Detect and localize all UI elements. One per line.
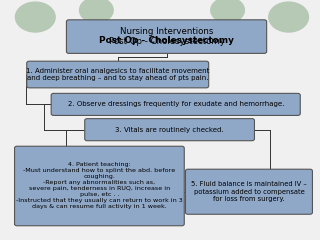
FancyBboxPatch shape (51, 93, 300, 115)
FancyBboxPatch shape (14, 146, 184, 226)
Text: 3. Vitals are routinely checked.: 3. Vitals are routinely checked. (115, 127, 224, 133)
FancyBboxPatch shape (27, 61, 209, 88)
FancyBboxPatch shape (186, 169, 312, 214)
Circle shape (15, 2, 55, 32)
Text: Nursing Interventions
Post Op - Cholesystectomy: Nursing Interventions Post Op - Cholesys… (108, 27, 225, 47)
Text: 2. Observe dressings frequently for exudate and hemorrhage.: 2. Observe dressings frequently for exud… (68, 101, 284, 107)
Circle shape (211, 0, 244, 23)
Text: 1. Administer oral analgesics to facilitate movement
and deep breathing – and to: 1. Administer oral analgesics to facilit… (26, 68, 209, 81)
Text: 4. Patient teaching:
-Must understand how to splint the abd. before
coughing.
-R: 4. Patient teaching: -Must understand ho… (16, 162, 183, 210)
FancyBboxPatch shape (85, 119, 254, 141)
FancyBboxPatch shape (67, 20, 267, 53)
Text: Post Op - Cholesystectomy: Post Op - Cholesystectomy (99, 36, 234, 45)
Text: 5. Fluid balance is maintained IV –
potassium added to compensate
for loss from : 5. Fluid balance is maintained IV – pota… (191, 181, 307, 202)
Circle shape (80, 0, 113, 23)
Circle shape (269, 2, 308, 32)
